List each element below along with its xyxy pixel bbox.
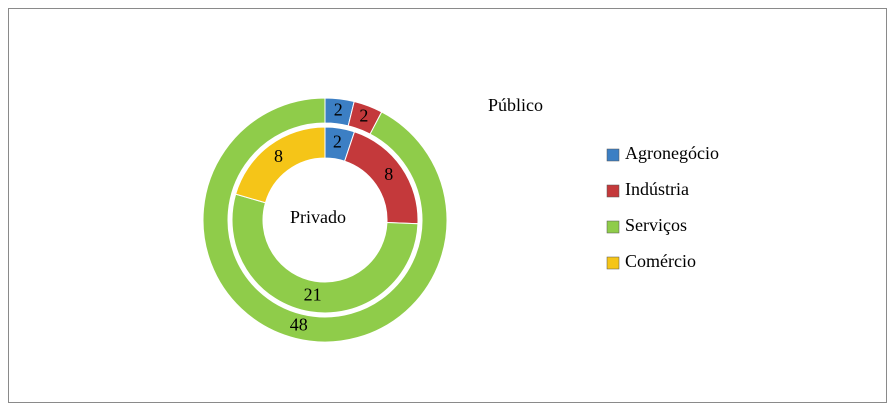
data-label: 2 (359, 106, 368, 126)
series-label: Privado (290, 207, 346, 227)
legend-label: Comércio (625, 251, 696, 271)
data-label: 8 (384, 164, 393, 184)
data-label: 2 (333, 132, 342, 152)
legend-swatch (606, 148, 620, 162)
legend-label: Agronegócio (625, 143, 719, 163)
data-label: 2 (334, 99, 343, 119)
legend-label: Indústria (625, 179, 689, 199)
doughnut-segment (202, 97, 448, 343)
doughnut-segment (231, 193, 419, 314)
chart-frame (8, 8, 887, 403)
doughnut-segment (235, 126, 326, 204)
legend-swatch (606, 256, 620, 270)
legend-label: Serviços (625, 215, 687, 235)
legend-swatch (606, 220, 620, 234)
data-label: 8 (274, 146, 283, 166)
data-label: 48 (290, 314, 308, 334)
data-label: 21 (304, 285, 322, 305)
series-label: Público (488, 95, 543, 115)
legend-swatch (606, 184, 620, 198)
